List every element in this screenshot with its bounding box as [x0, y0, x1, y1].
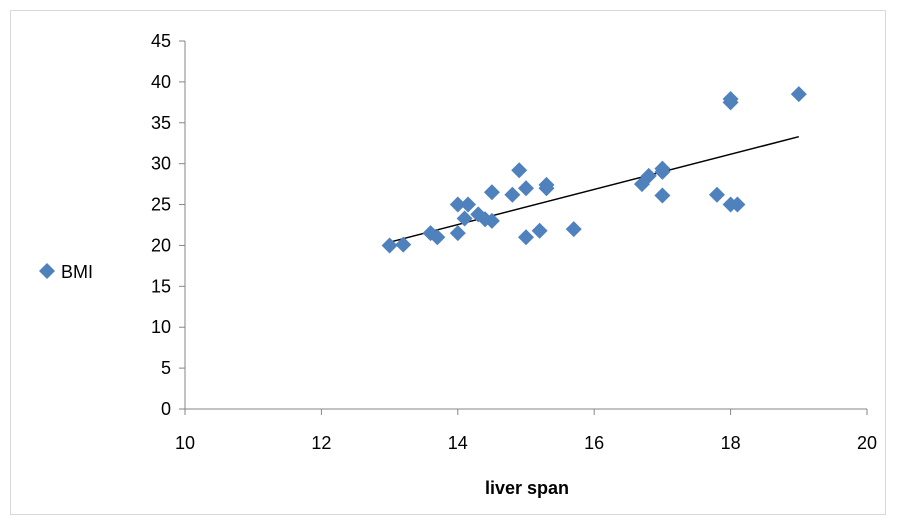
- trendline-line: [389, 135, 799, 243]
- y-tick-label: 35: [151, 113, 171, 133]
- data-point: [518, 229, 534, 246]
- tick-labels: 0 5 10 15 20 25 30 35 40 45 10 12 14 16 18 20: [151, 31, 877, 453]
- data-point: [722, 91, 739, 108]
- y-tick-label: 30: [151, 154, 171, 174]
- y-tick-label: 5: [161, 358, 171, 378]
- y-tick-label: 20: [151, 235, 171, 255]
- y-tick-label: 40: [151, 72, 171, 92]
- data-point: [395, 236, 412, 253]
- x-tick-label: 10: [175, 433, 195, 453]
- legend-marker-bmi: [39, 263, 55, 279]
- data-point: [654, 160, 671, 177]
- data-point: [790, 86, 807, 103]
- data-points: [381, 86, 807, 254]
- x-tick-label: 16: [584, 433, 604, 453]
- y-tick-label: 10: [151, 317, 171, 337]
- y-tick-label: 45: [151, 31, 171, 51]
- chart-frame: [10, 10, 886, 515]
- x-tick-label: 20: [857, 433, 877, 453]
- data-point: [708, 186, 725, 203]
- axes: [179, 40, 868, 415]
- data-point: [511, 162, 528, 179]
- x-tick-label: 18: [721, 433, 741, 453]
- data-point: [381, 237, 398, 254]
- data-point: [456, 210, 473, 227]
- data-point: [504, 186, 521, 203]
- legend-label-bmi: BMI: [61, 262, 93, 282]
- x-tick-label: 14: [448, 433, 468, 453]
- data-point: [531, 222, 548, 239]
- trendline: [389, 135, 799, 243]
- data-point: [518, 180, 534, 197]
- data-point: [565, 221, 582, 238]
- data-point: [429, 229, 446, 246]
- legend: BMI: [39, 262, 93, 282]
- data-point: [654, 187, 671, 204]
- data-point: [538, 176, 555, 193]
- data-point: [483, 212, 500, 229]
- data-point: [449, 225, 466, 242]
- y-tick-label: 15: [151, 276, 171, 296]
- data-point: [640, 167, 657, 184]
- data-point: [729, 196, 746, 213]
- data-point: [460, 196, 477, 213]
- data-point: [449, 196, 466, 213]
- y-tick-label: 0: [161, 399, 171, 419]
- x-axis-title: liver span: [485, 478, 569, 498]
- data-point: [483, 184, 500, 201]
- y-tick-label: 25: [151, 195, 171, 215]
- x-tick-label: 12: [311, 433, 331, 453]
